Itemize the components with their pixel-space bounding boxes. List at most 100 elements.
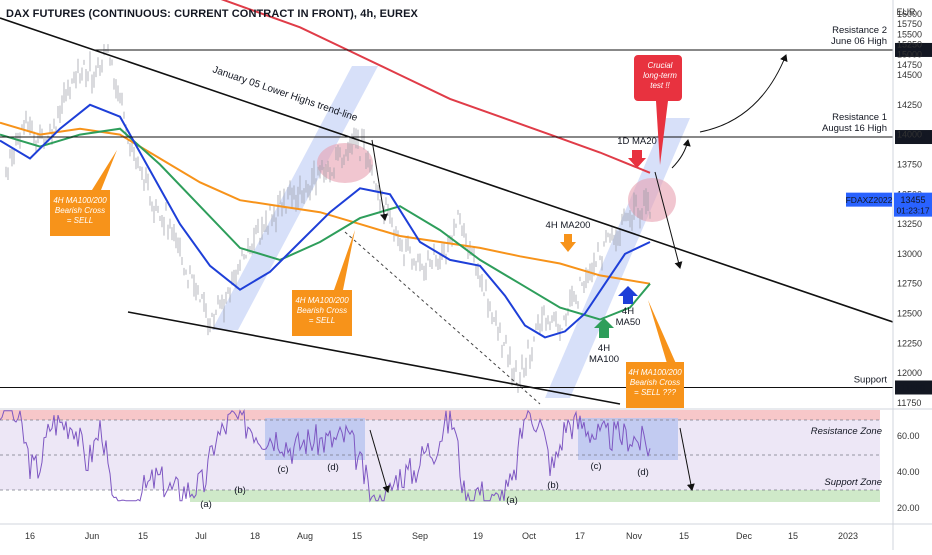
rsi-pattern-label: (c) (590, 461, 601, 472)
price-panel-bg (0, 0, 893, 407)
price-candles (5, 44, 651, 393)
countdown-text: 01:23:17 (896, 206, 929, 216)
bearish-cross-text: Bearish Cross (297, 306, 347, 315)
time-tick: 15 (679, 531, 689, 541)
callout-text: long-term (643, 71, 677, 80)
projection-dashed-line (344, 231, 541, 405)
rsi-resistance-zone (0, 410, 880, 420)
ma-line-4h-ma200 (0, 121, 651, 285)
time-tick: 15 (352, 531, 362, 541)
bearish-cross-text: = SELL (67, 216, 93, 225)
rsi-highlight (265, 418, 365, 460)
crucial-test-callout (634, 55, 682, 165)
rsi-tick: 20.00 (897, 503, 920, 513)
rsi-pattern-label: (d) (327, 462, 339, 473)
time-tick: 2023 (838, 531, 858, 541)
price-tick: 14000 (897, 130, 922, 140)
rsi-arrow (369, 429, 391, 493)
bearish-cross-box (292, 230, 355, 336)
price-tick: 13750 (897, 159, 922, 169)
ma200-arrow (560, 234, 576, 252)
symbol-tag (846, 192, 892, 207)
time-tick: Jun (85, 531, 100, 541)
level-label: Resistance 1 (832, 112, 887, 123)
level-price-tag (895, 130, 932, 145)
rsi-zone-label: Support Zone (824, 477, 882, 488)
bearish-cross-text: = SELL ??? (634, 388, 676, 397)
rsi-zone-label: Resistance Zone (811, 426, 882, 437)
time-tick: 15 (138, 531, 148, 541)
rsi-tick: 40.00 (897, 467, 920, 477)
break-arrow (671, 139, 691, 169)
time-tick: Jul (195, 531, 207, 541)
ma-label-4h-ma100-name: MA100 (589, 354, 619, 365)
level-sublabel: June 06 High (831, 36, 887, 47)
bearish-cross-text: Bearish Cross (55, 206, 105, 215)
lower-trendline (127, 311, 621, 405)
rsi-line (0, 408, 651, 503)
lower-highs-trendline (0, 17, 894, 323)
bearish-cross-text: 4H MA100/200 (53, 196, 107, 205)
time-tick: Oct (522, 531, 537, 541)
time-tick: Nov (626, 531, 643, 541)
top-highlight (628, 178, 676, 222)
rsi-pattern-label: (d) (637, 467, 649, 478)
bearish-cross-text: 4H MA100/200 (628, 368, 682, 377)
rsi-pattern-label: (c) (277, 464, 288, 475)
ma20-arrow (628, 150, 646, 168)
level-price-text: 13980 (900, 133, 925, 143)
price-tick: 12000 (897, 368, 922, 378)
price-tick: 12500 (897, 309, 922, 319)
price-tick: 15000 (897, 50, 922, 60)
time-tick: 16 (25, 531, 35, 541)
rsi-support-zone (190, 490, 880, 502)
time-tick: 17 (575, 531, 585, 541)
level-price-text: 14710 (900, 45, 925, 55)
time-tick: 18 (250, 531, 260, 541)
chart-title: DAX FUTURES (CONTINUOUS: CURRENT CONTRAC… (6, 8, 418, 20)
ma-label-1d-ma20: 1D MA20 (617, 136, 657, 147)
level-price-tag (895, 380, 932, 395)
price-tick: 13250 (897, 219, 922, 229)
ma-label-4h-ma50: 4H (622, 306, 634, 317)
level-label: Support (854, 374, 888, 385)
price-tick: 12750 (897, 279, 922, 289)
time-tick: 15 (788, 531, 798, 541)
ma-line-4h-ma100 (0, 127, 651, 321)
bearish-cross-box (626, 300, 684, 408)
bearish-cross-text: Bearish Cross (630, 378, 680, 387)
rsi-pattern-label: (b) (547, 480, 559, 491)
top-highlight (317, 143, 373, 183)
ma50-arrow (618, 286, 638, 304)
drop-arrow (654, 171, 683, 269)
rsi-tick: 60.00 (897, 431, 920, 441)
ma100-arrow (594, 318, 614, 338)
currency-label: EUR (896, 7, 916, 17)
price-tick: 11750 (897, 398, 921, 408)
price-tick: 14500 (897, 70, 922, 80)
price-tick: 14250 (897, 100, 922, 110)
time-tick: 19 (473, 531, 483, 541)
bearish-cross-text: 4H MA100/200 (295, 296, 349, 305)
price-tick: 16000 (897, 9, 922, 19)
ma-line-1d-ma20 (220, 0, 651, 174)
time-tick: Dec (736, 531, 753, 541)
drop-arrow (371, 139, 388, 221)
price-tick: 13000 (897, 249, 922, 259)
callout-text: test !! (650, 81, 670, 90)
level-label: Resistance 2 (832, 25, 887, 36)
ma-label-4h-ma200: 4H MA200 (546, 220, 591, 231)
rsi-pattern-label: (a) (506, 495, 518, 506)
ma-line-4h-ma50 (0, 103, 651, 339)
price-tick: 12250 (897, 338, 922, 348)
last-price-tag (894, 192, 932, 217)
rsi-arrow (679, 427, 695, 491)
price-tick: 14750 (897, 60, 922, 70)
bearish-cross-box (50, 150, 117, 236)
rsi-pattern-label: (b) (234, 485, 246, 496)
level-price-text: 11880 (901, 383, 925, 393)
rsi-pattern-label: (a) (200, 499, 212, 510)
time-tick: Aug (297, 531, 313, 541)
